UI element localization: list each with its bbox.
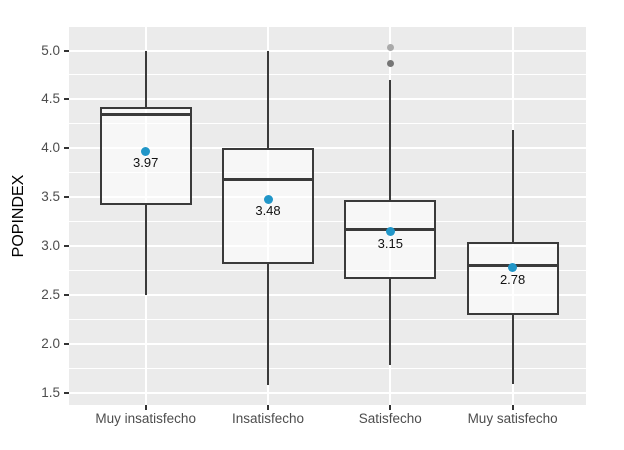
upper-whisker [144, 50, 147, 108]
y-tick-mark [64, 147, 69, 150]
y-axis-title: POPINDEX [10, 174, 27, 258]
median-line [99, 112, 192, 116]
boxplot-box [99, 107, 192, 206]
outlier-point [386, 44, 394, 52]
y-tick-mark [64, 392, 69, 395]
y-tick-mark [64, 49, 69, 52]
y-major-gridline [69, 294, 586, 297]
boxplot-box [344, 200, 437, 279]
upper-whisker [389, 79, 392, 201]
x-tick-label: Muy satisfecho [467, 411, 558, 426]
y-major-gridline [69, 49, 586, 52]
y-tick-label: 4.5 [41, 91, 60, 107]
boxplot-box [222, 148, 314, 264]
y-major-gridline [69, 196, 586, 199]
upper-whisker [267, 50, 269, 149]
y-major-gridline [69, 343, 586, 346]
y-minor-gridline [69, 74, 586, 76]
y-tick-mark [64, 245, 69, 248]
y-tick-mark [64, 98, 69, 101]
x-tick-mark [389, 405, 392, 410]
y-tick-mark [64, 196, 69, 199]
y-tick-label: 1.5 [41, 385, 60, 401]
mean-point [141, 146, 151, 156]
y-minor-gridline [69, 123, 586, 125]
x-tick-mark [267, 405, 269, 410]
y-major-gridline [69, 147, 586, 150]
x-tick-mark [144, 405, 147, 410]
y-tick-label: 3.5 [41, 189, 60, 205]
plot-panel: 3.97 3.48 3.15 2.78 [69, 27, 586, 405]
mean-point [263, 194, 273, 204]
y-minor-gridline [69, 172, 586, 174]
median-line [222, 178, 314, 182]
y-major-gridline [69, 98, 586, 101]
mean-value-label: 2.78 [499, 271, 526, 287]
y-major-gridline [69, 392, 586, 395]
lower-whisker [389, 278, 392, 365]
mean-value-label: 3.48 [255, 203, 281, 219]
y-minor-gridline [69, 319, 586, 321]
y-minor-gridline [69, 221, 586, 223]
y-tick-mark [64, 343, 69, 346]
lower-whisker [144, 205, 147, 296]
lower-whisker [511, 314, 514, 385]
y-minor-gridline [69, 368, 586, 370]
y-tick-mark [64, 294, 69, 297]
mean-value-label: 3.15 [377, 235, 403, 251]
outlier-point [386, 59, 394, 67]
lower-whisker [267, 263, 269, 386]
mean-point [508, 263, 518, 273]
y-tick-label: 2.5 [41, 287, 60, 303]
x-tick-label: Satisfecho [358, 411, 422, 426]
x-tick-label: Muy insatisfecho [95, 411, 196, 426]
y-tick-label: 4.0 [41, 140, 60, 156]
x-tick-mark [511, 405, 514, 410]
mean-point [385, 227, 395, 237]
y-minor-gridline [69, 270, 586, 272]
boxplot-box [466, 242, 559, 315]
y-tick-label: 5.0 [41, 42, 60, 58]
y-major-gridline [69, 245, 586, 248]
upper-whisker [511, 129, 514, 243]
x-tick-label: Insatisfecho [231, 411, 305, 426]
y-tick-label: 2.0 [41, 336, 60, 352]
y-tick-label: 3.0 [41, 238, 60, 254]
mean-value-label: 3.97 [133, 155, 159, 171]
